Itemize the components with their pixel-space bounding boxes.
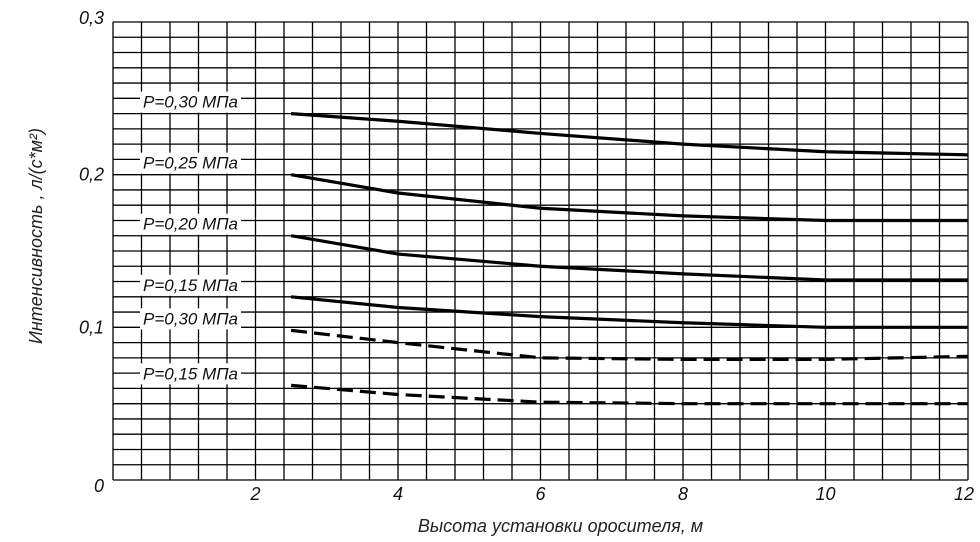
series-label: P=0,15 МПа xyxy=(143,364,238,383)
series-label: P=0,30 МПа xyxy=(143,93,238,112)
series-lines xyxy=(290,112,969,406)
series-line xyxy=(290,383,968,406)
series-label-background xyxy=(140,274,242,296)
x-tick-label: 2 xyxy=(249,484,260,504)
y-tick-label: 0,2 xyxy=(79,165,104,185)
x-tick-label: 8 xyxy=(678,484,688,504)
series-label-background xyxy=(140,91,242,113)
series-line xyxy=(291,112,969,157)
series-label-background xyxy=(140,213,242,235)
series-label: P=0,30 МПа xyxy=(143,309,238,328)
y-axis-title: Интенсивность , л/(с*м²) xyxy=(26,128,46,344)
y-tick-label: 0,3 xyxy=(79,8,104,28)
x-tick-label: 12 xyxy=(954,484,974,504)
y-tick-labels: 0 0,1 0,2 0,3 xyxy=(79,8,104,496)
series-label: P=0,15 МПа xyxy=(143,276,238,295)
series-line xyxy=(290,295,968,329)
x-axis-title: Высота установки оросителя, м xyxy=(418,516,703,536)
series-label-background xyxy=(140,152,242,174)
y-tick-label: 0,1 xyxy=(79,317,104,337)
grid xyxy=(112,21,969,481)
x-tick-label: 6 xyxy=(535,484,546,504)
series-line xyxy=(290,234,968,282)
series-line xyxy=(290,328,969,361)
x-tick-label: 4 xyxy=(393,484,403,504)
series-label: P=0,20 МПа xyxy=(143,215,238,234)
x-tick-labels: 2 4 6 8 10 12 xyxy=(249,484,974,504)
series-labels: P=0,30 МПа P=0,25 МПа P=0,20 МПа P=0,15 МПа… xyxy=(140,91,242,385)
series-label-background xyxy=(140,363,242,385)
y-tick-label: 0 xyxy=(94,476,104,496)
series-label-background xyxy=(140,308,242,330)
series-line xyxy=(290,173,968,223)
series-label: P=0,25 МПа xyxy=(143,154,238,173)
x-tick-label: 10 xyxy=(815,484,835,504)
